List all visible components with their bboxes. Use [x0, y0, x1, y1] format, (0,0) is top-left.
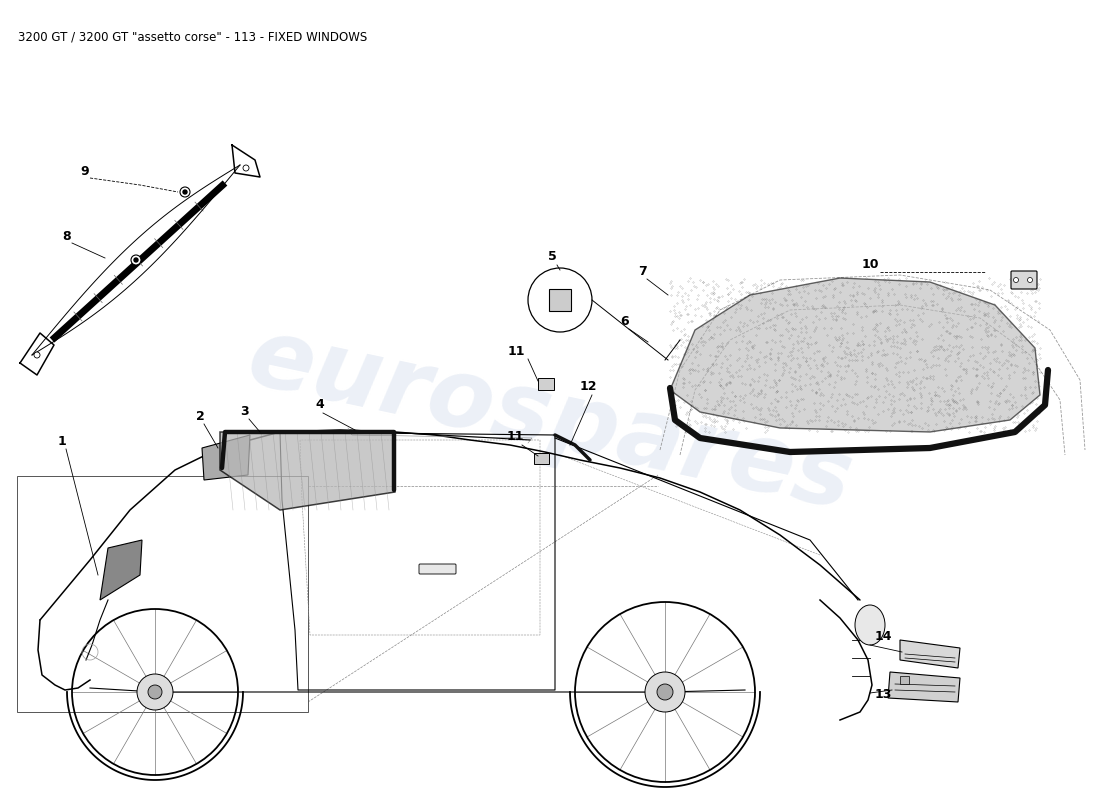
FancyBboxPatch shape — [538, 378, 553, 390]
Text: 9: 9 — [80, 165, 89, 178]
FancyBboxPatch shape — [1011, 271, 1037, 289]
Text: 2: 2 — [196, 410, 205, 423]
Polygon shape — [202, 435, 250, 480]
Circle shape — [645, 672, 685, 712]
Polygon shape — [670, 278, 1040, 432]
Text: 14: 14 — [874, 630, 892, 643]
Text: 6: 6 — [620, 315, 628, 328]
FancyBboxPatch shape — [419, 564, 456, 574]
Text: eurospares: eurospares — [240, 310, 860, 530]
Circle shape — [1013, 278, 1019, 282]
FancyBboxPatch shape — [900, 675, 909, 683]
Circle shape — [148, 685, 162, 699]
Circle shape — [528, 268, 592, 332]
Circle shape — [138, 674, 173, 710]
Ellipse shape — [855, 605, 886, 645]
Text: 11: 11 — [507, 430, 525, 443]
Circle shape — [131, 255, 141, 265]
Circle shape — [134, 258, 138, 262]
Polygon shape — [220, 432, 395, 510]
Text: 3: 3 — [240, 405, 249, 418]
Polygon shape — [888, 672, 960, 702]
Circle shape — [34, 352, 40, 358]
Circle shape — [657, 684, 673, 700]
Text: 11: 11 — [508, 345, 526, 358]
Text: 4: 4 — [315, 398, 323, 411]
Circle shape — [180, 187, 190, 197]
Circle shape — [1027, 278, 1033, 282]
Text: 3200 GT / 3200 GT "assetto corse" - 113 - FIXED WINDOWS: 3200 GT / 3200 GT "assetto corse" - 113 … — [18, 30, 367, 43]
Text: 1: 1 — [58, 435, 67, 448]
FancyBboxPatch shape — [534, 453, 549, 463]
Text: 12: 12 — [580, 380, 597, 393]
Text: 8: 8 — [62, 230, 70, 243]
Text: 7: 7 — [638, 265, 647, 278]
Circle shape — [243, 165, 249, 171]
Text: 5: 5 — [548, 250, 557, 263]
Bar — [16, 476, 308, 712]
Circle shape — [183, 190, 187, 194]
Text: 13: 13 — [874, 688, 892, 701]
Polygon shape — [100, 540, 142, 600]
Text: 10: 10 — [862, 258, 880, 271]
FancyBboxPatch shape — [549, 289, 571, 311]
Polygon shape — [900, 640, 960, 668]
